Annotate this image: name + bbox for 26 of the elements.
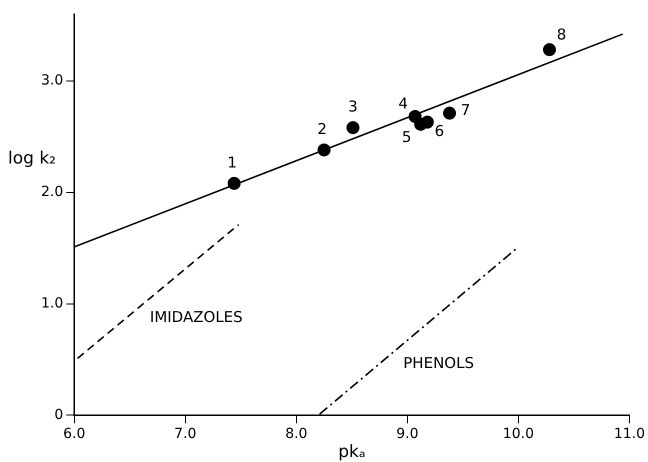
x-tick-label: 9.0 — [396, 426, 418, 442]
y-tick-label: 1.0 — [41, 295, 64, 312]
annotation: 7 — [460, 101, 470, 120]
annotation: 2 — [317, 120, 327, 138]
x-tick-label: 6.0 — [63, 426, 86, 442]
y-tick-label: 3.0 — [41, 72, 64, 89]
point — [542, 43, 556, 56]
annotation: 1 — [227, 153, 237, 172]
annotation: 3 — [348, 98, 358, 116]
series-label: PHENOLS — [403, 354, 474, 372]
y-axis-title: log k₂ — [8, 148, 56, 168]
x-axis-title: pkₐ — [338, 442, 366, 462]
y-tick-label: 2.0 — [41, 184, 64, 200]
y-tick-label: 0 — [54, 406, 64, 423]
x-tick-label: 11.0 — [614, 426, 645, 442]
point — [346, 121, 360, 134]
series-label: IMIDAZOLES — [150, 308, 243, 326]
point — [443, 106, 456, 120]
annotation: 4 — [398, 94, 408, 112]
x-tick-label: 10.0 — [502, 426, 534, 442]
x-tick-label: 8.0 — [285, 426, 308, 442]
annotation: 6 — [434, 122, 444, 140]
point — [420, 116, 434, 129]
annotation: 8 — [556, 26, 566, 44]
x-tick-label: 7.0 — [174, 426, 196, 442]
annotation: 5 — [402, 128, 412, 146]
